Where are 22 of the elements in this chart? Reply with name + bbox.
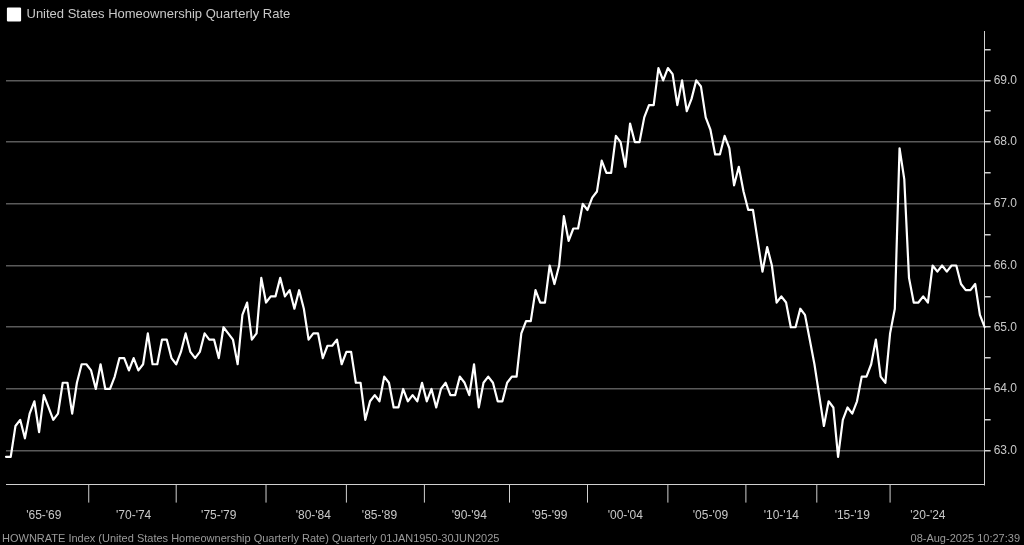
legend-label: United States Homeownership Quarterly Rate	[26, 6, 291, 22]
y-tick-label: 67.0	[993, 196, 1018, 211]
x-tick-label: '75-'79	[201, 508, 237, 523]
y-tick-label: 66.0	[993, 257, 1018, 272]
x-tick-label: '20-'24	[910, 508, 946, 523]
x-tick-label: '15-'19	[834, 508, 871, 523]
x-tick-label: '10-'14	[763, 508, 800, 523]
text: HOWNRATE Index (United States Homeownership Quarterly Rate) Quarterly 01JAN1950-30JUN2025	[2, 531, 500, 544]
y-tick-label: 68.0	[993, 134, 1018, 149]
x-tick-label: '05-'09	[692, 508, 729, 523]
y-tick-label: 64.0	[993, 381, 1018, 396]
x-tick-label: '95-'99	[532, 508, 568, 523]
x-tick-label: '80-'84	[295, 508, 332, 523]
y-tick-label: 65.0	[993, 319, 1018, 334]
x-tick-label: '65-'69	[26, 508, 62, 523]
y-tick-label: 63.0	[993, 442, 1018, 457]
y-tick-label: 69.0	[993, 72, 1018, 87]
x-tick-label: '00-'04	[607, 508, 644, 523]
x-tick-label: '85-'89	[361, 508, 398, 523]
x-tick-label: '70-'74	[116, 508, 152, 523]
x-tick-label: '90-'94	[451, 508, 488, 523]
text: 08-Aug-2025 10:27:39	[910, 531, 1020, 544]
